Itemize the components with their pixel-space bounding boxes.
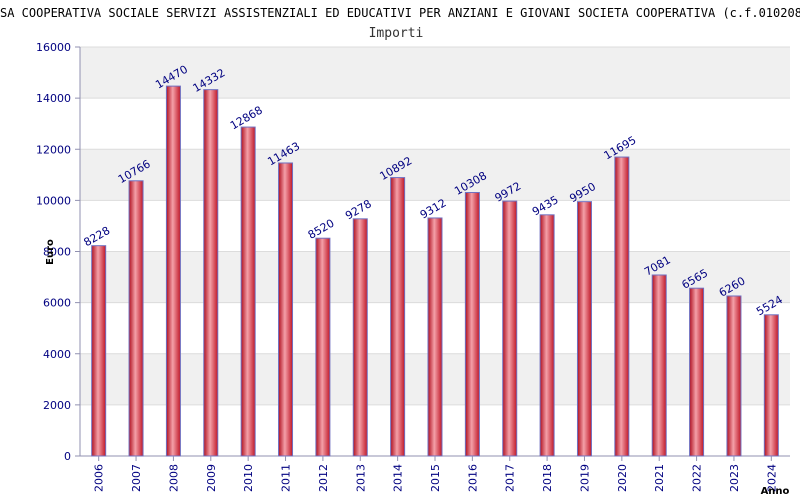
bar [240, 126, 256, 457]
x-tick-label: 2023 [728, 464, 741, 492]
y-tick-label: 8000 [43, 246, 71, 259]
y-tick-label: 2000 [43, 399, 71, 412]
bar [278, 162, 294, 457]
bar [539, 214, 555, 457]
bar [689, 287, 705, 457]
bar [576, 201, 592, 457]
x-tick-label: 2008 [167, 464, 180, 492]
y-tick-label: 14000 [36, 92, 71, 105]
x-tick-label: 2011 [280, 464, 293, 492]
x-tick-label: 2020 [616, 464, 629, 492]
grid-band [80, 47, 790, 99]
chart-subtitle: Importi [369, 26, 424, 41]
x-tick-label: 2021 [653, 464, 666, 492]
x-axis-ticks: 2006 2007 2008 2009 2010 2011 2012 2013 2014 2015… [93, 456, 778, 492]
y-axis-ticks: 0 2000 4000 6000 8000 10000 12000 14000 16000 [36, 41, 80, 463]
bar [502, 200, 518, 457]
x-tick-label: 2016 [466, 464, 479, 492]
y-tick-label: 10000 [36, 194, 71, 207]
x-tick-label: 2013 [354, 464, 367, 492]
bar [165, 85, 181, 457]
bar [464, 192, 480, 457]
x-tick-label: 2018 [541, 464, 554, 492]
y-tick-label: 6000 [43, 297, 71, 310]
x-tick-label: 2015 [429, 464, 442, 492]
x-tick-label: 2012 [317, 464, 330, 492]
bar [315, 237, 331, 457]
bar [203, 89, 219, 457]
bar [352, 218, 368, 457]
grid-band [80, 149, 790, 201]
x-tick-label: 2010 [242, 464, 255, 492]
x-tick-label: 2024 [765, 464, 778, 492]
x-tick-label: 2006 [93, 464, 106, 492]
bar [614, 156, 630, 457]
x-tick-label: 2007 [130, 464, 143, 492]
bar [427, 217, 443, 457]
x-tick-label: 2022 [691, 464, 704, 492]
x-tick-label: 2019 [578, 464, 591, 492]
x-tick-label: 2014 [392, 464, 405, 492]
y-tick-label: 16000 [36, 41, 71, 54]
x-axis-label: Anno [761, 486, 790, 497]
y-tick-label: 12000 [36, 143, 71, 156]
bar [726, 295, 742, 457]
bar [763, 314, 779, 457]
chart-title: SA COOPERATIVA SOCIALE SERVIZI ASSISTENZ… [0, 6, 800, 20]
bar [128, 180, 144, 457]
y-tick-label: 0 [64, 450, 71, 463]
bar [91, 245, 107, 457]
bar [651, 274, 667, 457]
x-tick-label: 2017 [504, 464, 517, 492]
y-tick-label: 4000 [43, 348, 71, 361]
x-tick-label: 2009 [205, 464, 218, 492]
y-axis-label: Euro [45, 239, 56, 265]
bar [390, 177, 406, 457]
